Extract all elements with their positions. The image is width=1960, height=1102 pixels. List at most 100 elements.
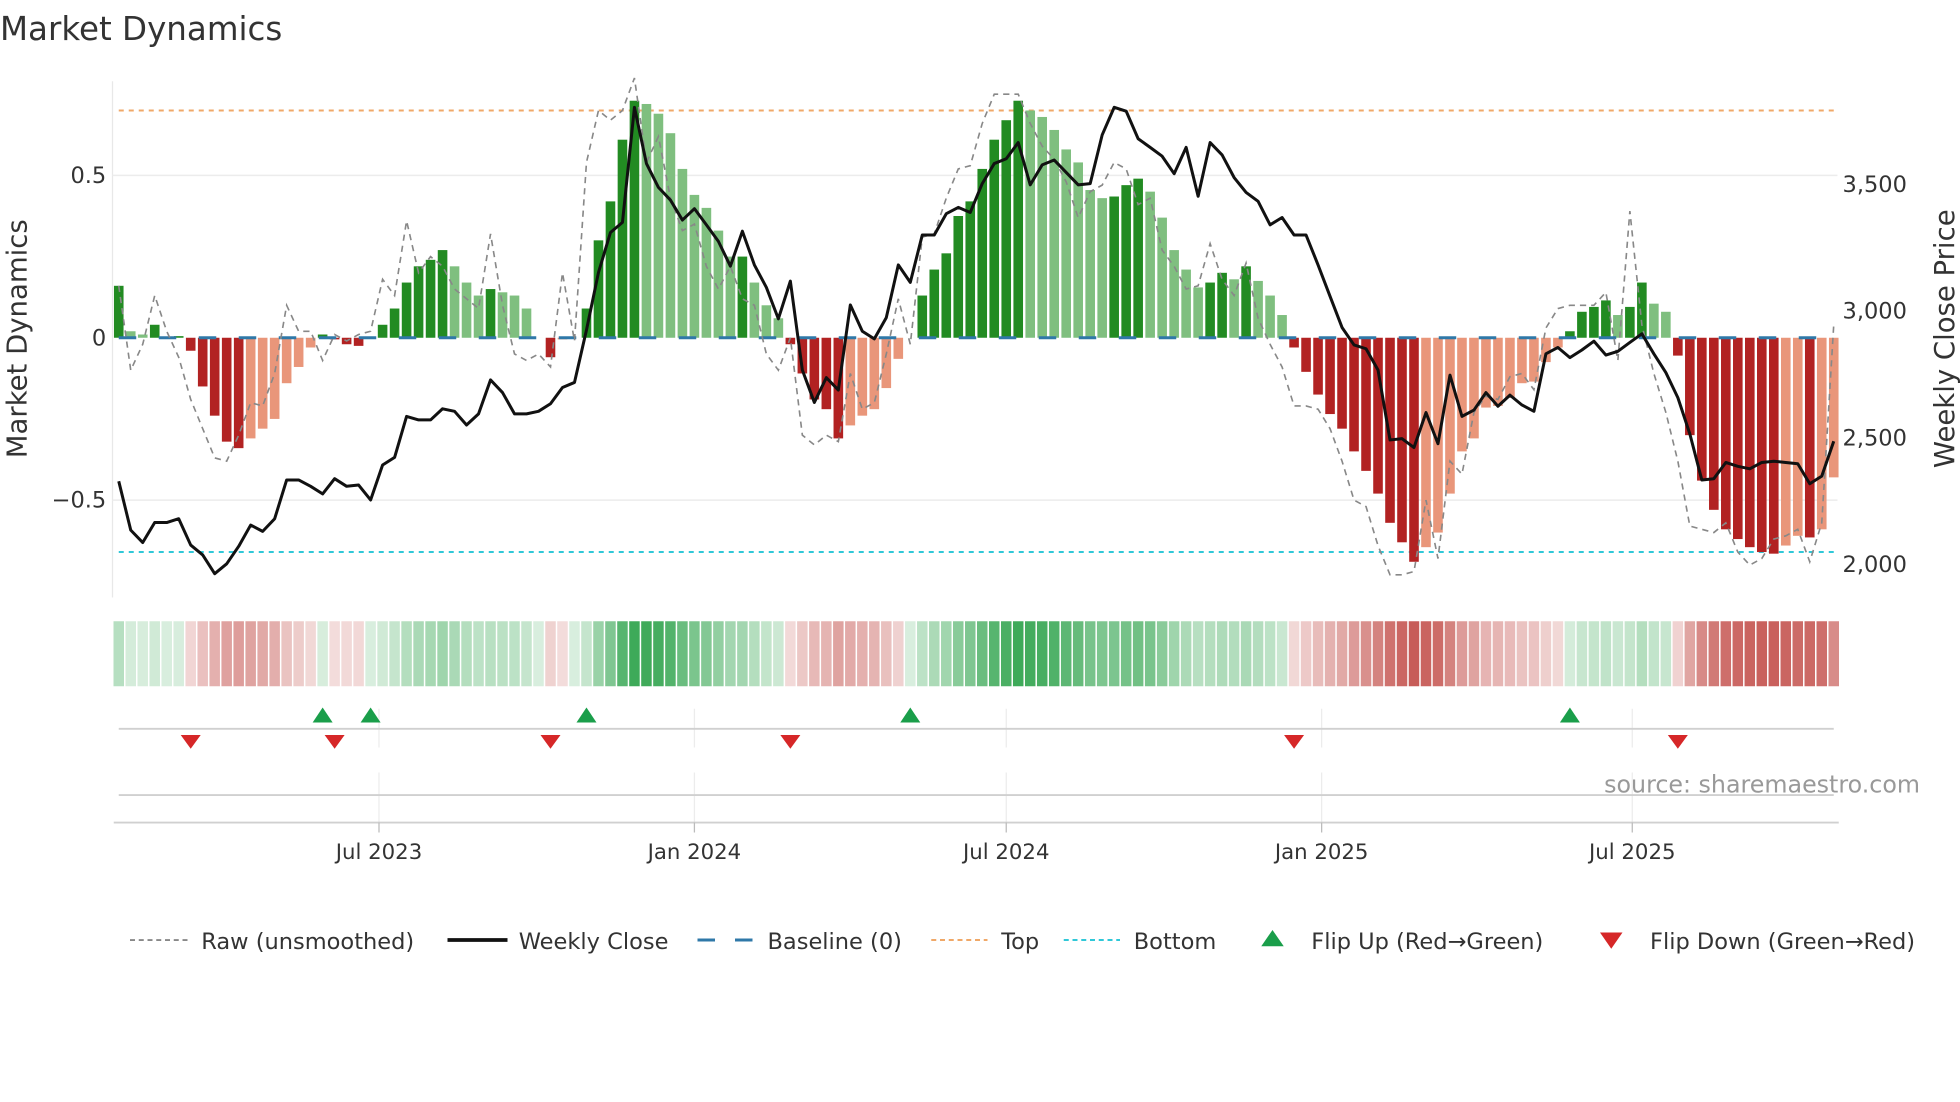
flip-up-marker: [1559, 707, 1580, 723]
heat-strip-cell: [1216, 621, 1228, 687]
x-ticks: Jul 2023 Jan 2024 Jul 2024 Jan 2025 Jul 2025: [334, 822, 1676, 865]
legend-label: Bottom: [1134, 929, 1217, 955]
heat-strip-cell: [353, 621, 364, 687]
momentum-bar: [1001, 120, 1012, 338]
heat-strip-cell: [125, 621, 136, 687]
momentum-bar: [197, 337, 208, 387]
momentum-bar: [1649, 303, 1659, 338]
heat-strip-cell: [1564, 621, 1576, 687]
heat-strip-cell: [389, 621, 400, 687]
flip-down-marker: [180, 735, 201, 749]
momentum-bar: [593, 240, 604, 338]
momentum-bar: [1121, 185, 1131, 338]
momentum-bar: [149, 324, 160, 338]
momentum-bar: [989, 139, 1000, 338]
heat-strip-cell: [401, 621, 412, 687]
heat-strip-cell: [1408, 621, 1420, 687]
momentum-bar: [1133, 178, 1143, 338]
momentum-bar: [401, 282, 412, 338]
momentum-bar: [725, 256, 736, 338]
heat-strip-cell: [1648, 621, 1660, 687]
momentum-bar: [869, 337, 880, 410]
momentum-bar: [737, 256, 748, 338]
heat-strip-cell: [917, 621, 928, 687]
momentum-bar: [1816, 337, 1827, 530]
heat-strip-cell: [449, 621, 460, 687]
momentum-bar: [1169, 250, 1179, 338]
legend-item-raw: Raw (unsmoothed): [130, 929, 414, 955]
heat-strip-cell: [1720, 621, 1732, 687]
left-y-ticks: 0.5 0 −0.5: [52, 163, 107, 514]
heat-strip-cell: [1348, 621, 1360, 687]
heat-strip-cell: [1240, 621, 1252, 687]
momentum-bar: [857, 337, 868, 416]
heat-strip-cell: [1768, 621, 1780, 687]
momentum-bar: [749, 282, 760, 338]
heat-strip-cell: [785, 621, 796, 687]
momentum-bar: [113, 285, 124, 338]
momentum-bar: [1780, 337, 1791, 546]
heat-strip-cell: [1204, 621, 1216, 687]
legend-item-bottom: Bottom: [1063, 929, 1217, 955]
heat-strip-cell: [221, 621, 232, 687]
right-y-ticks: 3,500 3,000 2,500 2,000: [1843, 172, 1907, 578]
heat-strip-cell: [1384, 621, 1396, 687]
heat-strip-cell: [545, 621, 556, 687]
heat-strip-cell: [473, 621, 484, 687]
momentum-bar: [1205, 282, 1215, 338]
momentum-bar: [1661, 311, 1671, 338]
heat-strip-cell: [185, 621, 196, 687]
flip-down-marker: [540, 735, 561, 749]
source-label: source: sharemaestro.com: [1604, 771, 1920, 799]
momentum-bar: [1828, 337, 1839, 478]
heat-strip-cell: [149, 621, 160, 687]
flip-down-marker: [1284, 735, 1305, 749]
momentum-bar: [893, 337, 904, 359]
momentum-bar: [1721, 337, 1731, 530]
momentum-bar: [1421, 337, 1431, 548]
heat-strip-cell: [809, 621, 820, 687]
momentum-bar: [1529, 337, 1539, 382]
heat-strip-cell: [965, 621, 976, 687]
heat-strip-cell: [1012, 621, 1024, 687]
heat-strip-cell: [1264, 621, 1276, 687]
heat-strip-cell: [1552, 621, 1564, 687]
momentum-bar: [1277, 315, 1287, 338]
heat-strip-cell: [1576, 621, 1588, 687]
heat-strip-cell: [437, 621, 448, 687]
heat-strip-cell: [605, 621, 616, 687]
heat-strip-cell: [797, 621, 808, 687]
heat-strip-cell: [1588, 621, 1600, 687]
flip-panel: Jul 2023 Jan 2024 Jul 2024 Jan 2025 Jul 2025…: [113, 707, 1920, 865]
legend-label: Baseline (0): [768, 929, 902, 955]
momentum-heat-strip: [113, 621, 1839, 687]
heat-strip-cell: [1492, 621, 1504, 687]
heat-strip-cell: [173, 621, 184, 687]
heat-strip-cell: [905, 621, 916, 687]
momentum-bar: [977, 168, 988, 338]
heat-strip-cell: [665, 621, 676, 687]
heat-strip-cell: [1084, 621, 1096, 687]
momentum-bar: [233, 337, 244, 449]
momentum-bar: [1685, 337, 1695, 436]
heat-strip-cell: [1672, 621, 1684, 687]
heat-strip-cell: [305, 621, 316, 687]
momentum-bar: [437, 250, 448, 338]
weekly-close-line: [117, 105, 1836, 576]
heat-strip-cell: [245, 621, 256, 687]
heat-strip-cell: [1276, 621, 1288, 687]
momentum-bar: [353, 337, 364, 346]
momentum-bar: [1673, 337, 1683, 356]
momentum-bar: [953, 215, 964, 338]
legend-label: Raw (unsmoothed): [201, 929, 414, 955]
heat-strip-cell: [269, 621, 280, 687]
heat-strip-cell: [485, 621, 496, 687]
y2-tick-label: 2,000: [1843, 552, 1907, 578]
heat-strip-cell: [1636, 621, 1648, 687]
legend: Raw (unsmoothed) Weekly Close Baseline (0)…: [130, 929, 1915, 955]
momentum-bar: [317, 334, 328, 338]
momentum-bar: [1409, 337, 1419, 562]
momentum-bar: [1385, 337, 1395, 523]
month-grid-lines: [378, 708, 1633, 823]
heat-strip-cell: [761, 621, 772, 687]
